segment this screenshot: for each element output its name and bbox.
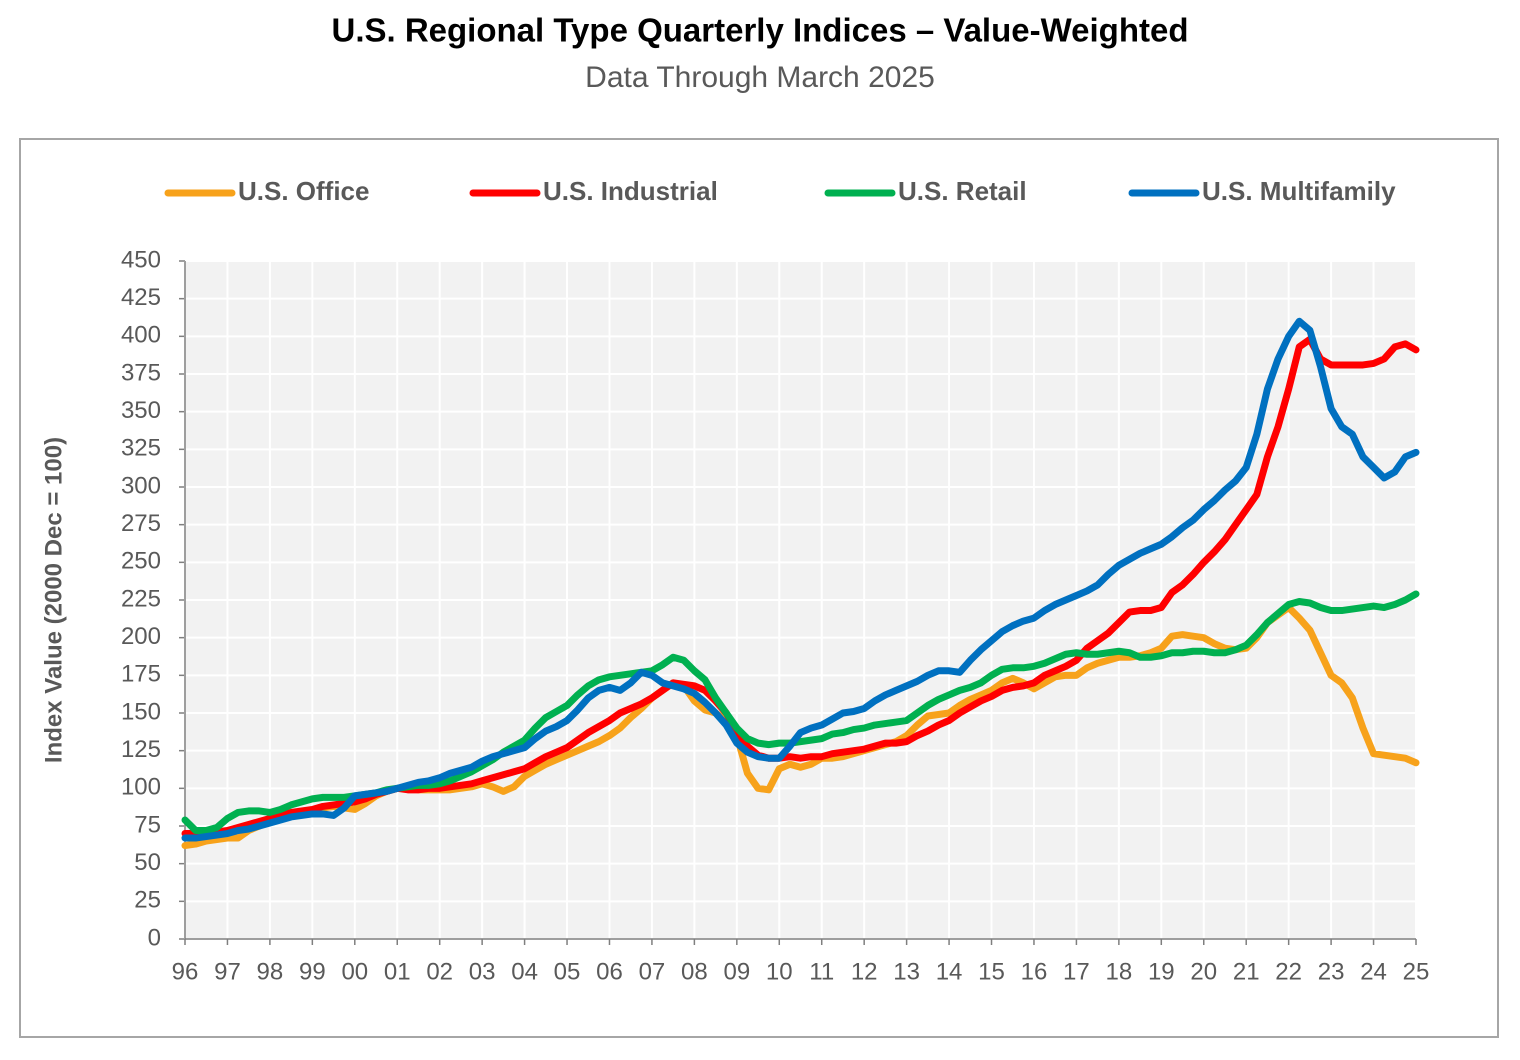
x-tick-label: 18 [1106, 958, 1133, 985]
y-tick-label: 50 [134, 849, 161, 876]
y-tick-label: 350 [121, 397, 161, 424]
y-tick-label: 325 [121, 435, 161, 462]
y-axis-label: Index Value (2000 Dec = 100) [40, 437, 67, 763]
y-tick-label: 300 [121, 472, 161, 499]
legend-label: U.S. Multifamily [1202, 176, 1396, 206]
x-tick-label: 16 [1021, 958, 1048, 985]
legend-label: U.S. Office [238, 176, 369, 206]
y-tick-label: 175 [121, 661, 161, 688]
x-tick-label: 02 [426, 958, 453, 985]
y-tick-label: 375 [121, 359, 161, 386]
y-tick-label: 225 [121, 585, 161, 612]
x-tick-label: 22 [1275, 958, 1302, 985]
y-tick-label: 275 [121, 510, 161, 537]
x-tick-label: 12 [851, 958, 878, 985]
x-tick-label: 11 [809, 958, 834, 985]
x-tick-label: 00 [341, 958, 368, 985]
legend-label: U.S. Industrial [543, 176, 718, 206]
x-tick-label: 21 [1233, 958, 1260, 985]
x-tick-label: 99 [299, 958, 326, 985]
x-tick-label: 96 [172, 958, 199, 985]
x-tick-label: 05 [554, 958, 581, 985]
y-tick-label: 0 [148, 924, 161, 951]
y-tick-label: 400 [121, 322, 161, 349]
x-tick-label: 97 [214, 958, 241, 985]
x-tick-label: 06 [596, 958, 623, 985]
x-tick-label: 20 [1190, 958, 1217, 985]
x-tick-label: 17 [1063, 958, 1090, 985]
x-tick-label: 09 [723, 958, 750, 985]
x-tick-label: 98 [257, 958, 284, 985]
chart-title: U.S. Regional Type Quarterly Indices – V… [331, 12, 1188, 49]
x-tick-label: 25 [1403, 958, 1430, 985]
x-tick-label: 10 [766, 958, 793, 985]
x-tick-label: 08 [681, 958, 708, 985]
chart-subtitle: Data Through March 2025 [585, 61, 935, 94]
y-tick-label: 125 [121, 736, 161, 763]
x-tick-label: 04 [511, 958, 538, 985]
x-tick-label: 23 [1318, 958, 1345, 985]
x-tick-label: 15 [978, 958, 1005, 985]
x-tick-label: 24 [1360, 958, 1387, 985]
y-tick-label: 425 [121, 284, 161, 311]
y-tick-label: 200 [121, 623, 161, 650]
y-tick-label: 150 [121, 698, 161, 725]
y-tick-label: 450 [121, 246, 161, 273]
x-tick-label: 13 [893, 958, 920, 985]
y-tick-label: 25 [134, 887, 161, 914]
series-line [181, 317, 1420, 842]
y-tick-label: 75 [134, 811, 161, 838]
y-tick-label: 100 [121, 774, 161, 801]
y-tick-label: 250 [121, 548, 161, 575]
x-tick-label: 14 [936, 958, 963, 985]
x-tick-label: 07 [639, 958, 666, 985]
x-tick-label: 01 [384, 958, 411, 985]
x-tick-label: 03 [469, 958, 496, 985]
x-tick-label: 19 [1148, 958, 1175, 985]
legend-label: U.S. Retail [898, 176, 1027, 206]
